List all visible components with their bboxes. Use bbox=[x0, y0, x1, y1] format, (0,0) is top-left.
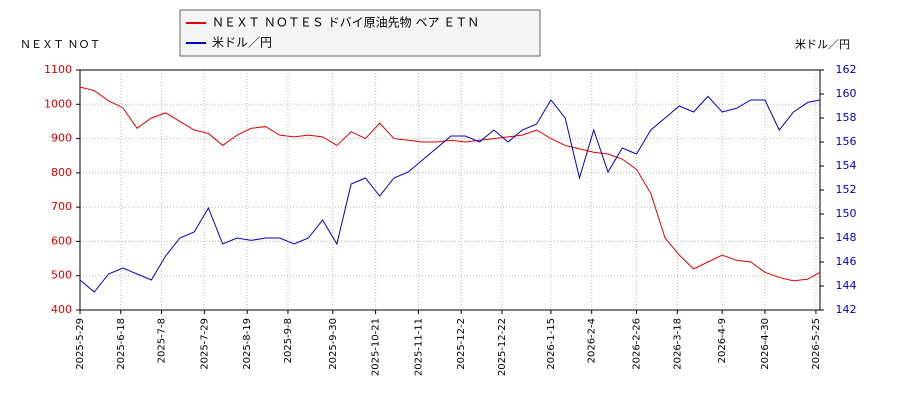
x-tick-label: 2025-10-21 bbox=[371, 318, 382, 376]
legend-label: ＮＥＸＴ ＮＯＴＥＳ ドバイ原油先物 ベア ＥＴＮ bbox=[212, 16, 479, 30]
y-tick-label: 1000 bbox=[44, 97, 72, 110]
y2-tick-label: 146 bbox=[836, 255, 857, 268]
y-tick-label: 600 bbox=[51, 234, 72, 247]
y-axis-label: ＮＥＸＴ ＮＯＴ bbox=[20, 38, 101, 51]
legend-label: 米ドル／円 bbox=[212, 36, 272, 50]
x-tick-label: 2026-2-26 bbox=[632, 318, 643, 370]
legend-box bbox=[179, 9, 541, 57]
x-tick-label: 2025-5-29 bbox=[75, 318, 86, 370]
y2-tick-label: 160 bbox=[836, 87, 857, 100]
x-tick-label: 2026-4-9 bbox=[717, 318, 728, 363]
y-tick-label: 500 bbox=[51, 269, 72, 282]
y2-tick-label: 162 bbox=[836, 63, 857, 76]
y2-tick-label: 144 bbox=[836, 279, 857, 292]
y-tick-label: 900 bbox=[51, 132, 72, 145]
series-line bbox=[79, 95, 821, 293]
x-tick-label: 2025-9-8 bbox=[283, 318, 294, 363]
y2-axis-label: 米ドル／円 bbox=[795, 38, 850, 51]
x-tick-label: 2025-12-22 bbox=[497, 318, 508, 376]
x-tick-label: 2026-3-18 bbox=[672, 318, 683, 370]
y-tick-label: 800 bbox=[51, 166, 72, 179]
y2-tick-label: 142 bbox=[836, 303, 857, 316]
y2-tick-label: 158 bbox=[836, 111, 857, 124]
x-tick-label: 2026-2-4 bbox=[587, 318, 598, 363]
x-tick-label: 2025-7-29 bbox=[199, 318, 210, 370]
y2-tick-label: 148 bbox=[836, 231, 857, 244]
y-tick-label: 700 bbox=[51, 200, 72, 213]
series-line bbox=[79, 86, 821, 282]
y-tick-label: 1100 bbox=[44, 63, 72, 76]
x-tick-label: 2026-1-15 bbox=[546, 318, 557, 370]
plot-frame bbox=[79, 69, 821, 311]
x-tick-label: 2026-5-25 bbox=[811, 318, 822, 370]
y2-tick-label: 152 bbox=[836, 183, 857, 196]
x-tick-label: 2025-8-19 bbox=[242, 318, 253, 370]
x-tick-label: 2025-7-8 bbox=[157, 318, 168, 363]
x-tick-label: 2026-4-30 bbox=[760, 318, 771, 370]
x-tick-label: 2025-6-18 bbox=[116, 318, 127, 370]
x-tick-label: 2025-9-30 bbox=[328, 318, 339, 370]
y2-tick-label: 154 bbox=[836, 159, 857, 172]
y-tick-label: 400 bbox=[51, 303, 72, 316]
y2-tick-label: 150 bbox=[836, 207, 857, 220]
x-tick-label: 2025-12-2 bbox=[456, 318, 467, 370]
y2-tick-label: 156 bbox=[836, 135, 857, 148]
x-tick-label: 2025-11-11 bbox=[413, 318, 424, 376]
